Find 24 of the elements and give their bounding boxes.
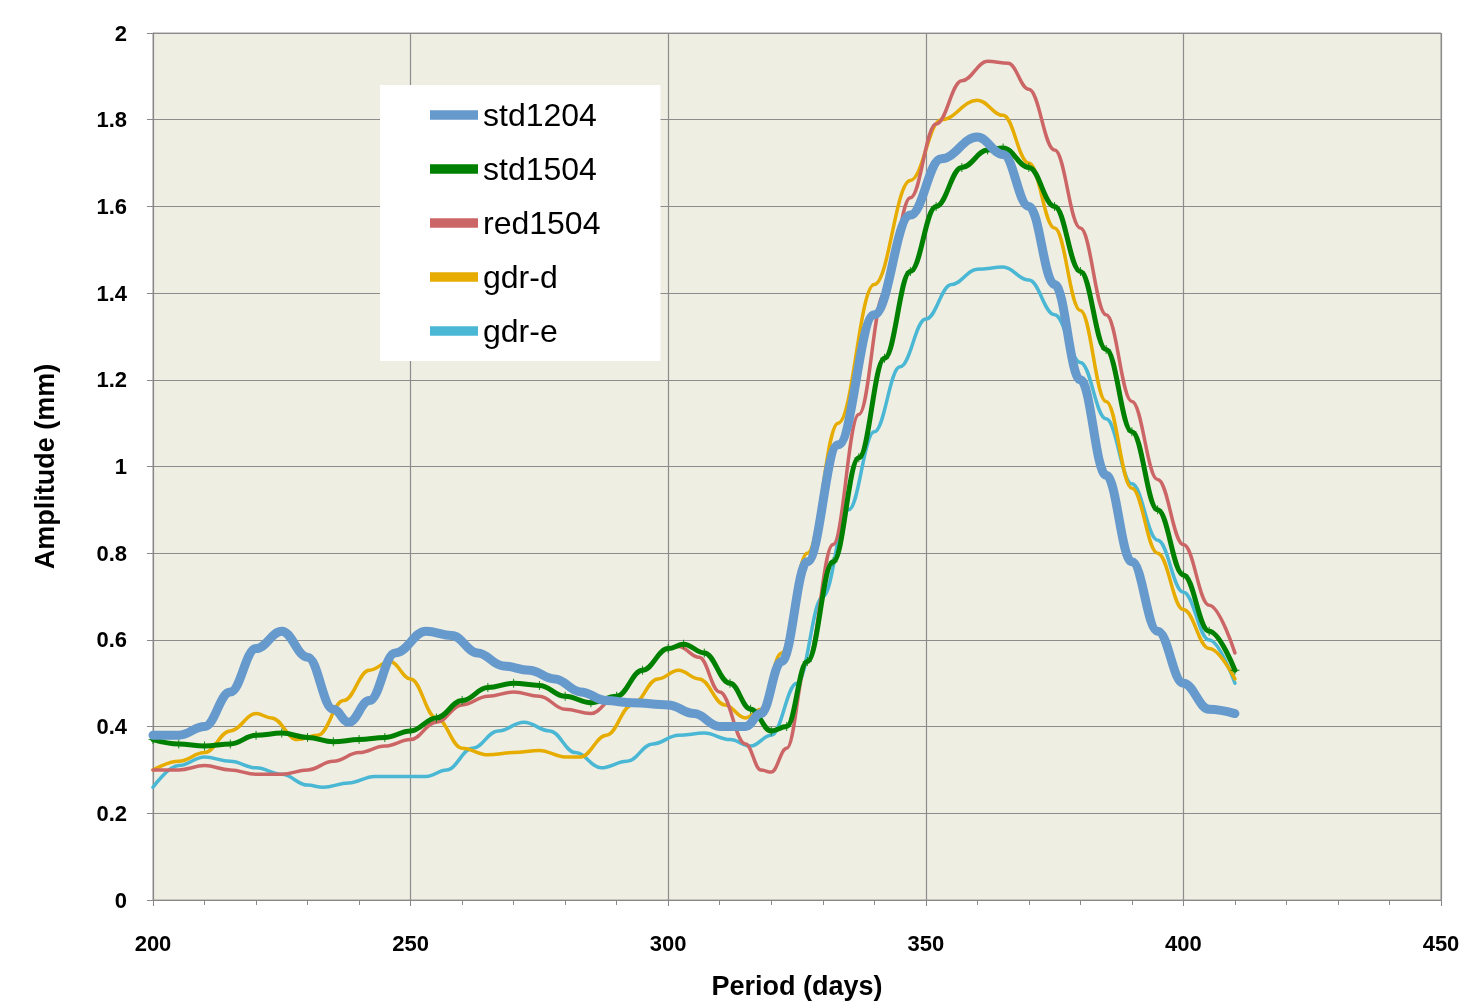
x-axis-title: Period (days)	[711, 970, 883, 1001]
x-tick-label: 300	[649, 930, 687, 956]
x-tick-label: 400	[1165, 930, 1202, 956]
legend-label: std1504	[483, 151, 597, 187]
legend-label: gdr-e	[483, 313, 558, 349]
y-axis-title: Amplitude (mm)	[29, 363, 60, 570]
y-tick-label: 0.4	[96, 714, 128, 740]
legend-label: std1204	[483, 97, 597, 133]
y-tick-label: 0.2	[96, 800, 127, 826]
y-tick-label: 2	[114, 20, 127, 46]
x-tick-label: 350	[907, 930, 945, 956]
legend-label: gdr-d	[483, 259, 558, 295]
x-tick-label: 450	[1422, 930, 1460, 956]
y-tick-label: 1.8	[96, 107, 127, 133]
x-tick-label: 200	[134, 930, 172, 956]
y-tick-label: 1.4	[96, 280, 128, 306]
y-tick-label: 1.6	[96, 193, 127, 219]
y-tick-label: 0.8	[96, 540, 127, 566]
y-tick-label: 0.6	[96, 627, 127, 653]
x-tick-label: 250	[392, 930, 429, 956]
y-tick-label: 1	[114, 454, 127, 479]
y-tick-label: 0	[114, 887, 127, 913]
y-tick-label: 1.2	[96, 367, 127, 393]
legend-label: red1504	[483, 205, 601, 241]
